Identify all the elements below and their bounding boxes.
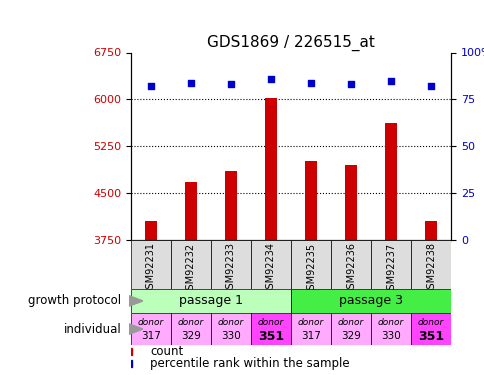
Bar [211, 313, 251, 345]
Text: GSM92236: GSM92236 [345, 243, 355, 296]
Text: GSM92237: GSM92237 [385, 243, 395, 296]
Text: 330: 330 [380, 331, 400, 341]
Text: donor: donor [257, 318, 284, 327]
Polygon shape [128, 296, 143, 306]
Text: donor: donor [178, 318, 204, 327]
Text: donor: donor [337, 318, 363, 327]
Bar [131, 289, 290, 313]
Text: 351: 351 [257, 330, 284, 343]
Point [386, 78, 394, 84]
Text: GSM92234: GSM92234 [265, 243, 275, 296]
Point [147, 83, 154, 89]
Text: GSM92235: GSM92235 [305, 243, 316, 296]
Text: donor: donor [297, 318, 323, 327]
Text: passage 1: passage 1 [179, 294, 242, 307]
Bar [170, 313, 211, 345]
Point [306, 80, 314, 86]
Text: 329: 329 [340, 331, 360, 341]
Bar [290, 289, 450, 313]
Text: 317: 317 [301, 331, 320, 341]
Text: GSM92231: GSM92231 [146, 243, 156, 296]
Text: 351: 351 [417, 330, 443, 343]
Bar [305, 160, 316, 240]
Text: donor: donor [377, 318, 403, 327]
Bar [330, 240, 370, 289]
Text: 317: 317 [141, 331, 161, 341]
Bar [385, 123, 396, 240]
Point [267, 76, 274, 82]
Text: GSM92232: GSM92232 [185, 243, 196, 296]
Text: percentile rank within the sample: percentile rank within the sample [150, 357, 349, 370]
Bar [131, 360, 132, 368]
Bar [251, 240, 290, 289]
Bar [170, 240, 211, 289]
Text: GSM92238: GSM92238 [425, 243, 435, 296]
Text: passage 3: passage 3 [338, 294, 402, 307]
Bar [265, 98, 276, 240]
Bar [225, 171, 236, 240]
Bar [370, 313, 410, 345]
Text: donor: donor [417, 318, 443, 327]
Text: donor: donor [137, 318, 164, 327]
Text: 329: 329 [181, 331, 200, 341]
Text: individual: individual [63, 322, 121, 336]
Bar [211, 240, 251, 289]
Bar [424, 221, 436, 240]
Text: growth protocol: growth protocol [28, 294, 121, 307]
Text: donor: donor [217, 318, 243, 327]
Bar [370, 240, 410, 289]
Bar [290, 240, 330, 289]
Bar [131, 348, 132, 355]
Bar [131, 240, 170, 289]
Polygon shape [128, 324, 143, 334]
Bar [330, 313, 370, 345]
Point [426, 83, 434, 89]
Point [227, 81, 234, 87]
Bar [251, 313, 290, 345]
Text: 330: 330 [221, 331, 241, 341]
Text: GSM92233: GSM92233 [226, 243, 236, 296]
Bar [345, 165, 356, 240]
Bar [145, 221, 156, 240]
Bar [410, 240, 450, 289]
Point [347, 81, 354, 87]
Text: count: count [150, 345, 183, 358]
Bar [131, 313, 170, 345]
Bar [410, 313, 450, 345]
Bar [290, 313, 330, 345]
Point [187, 80, 195, 86]
Title: GDS1869 / 226515_at: GDS1869 / 226515_at [207, 35, 374, 51]
Bar [185, 182, 196, 240]
